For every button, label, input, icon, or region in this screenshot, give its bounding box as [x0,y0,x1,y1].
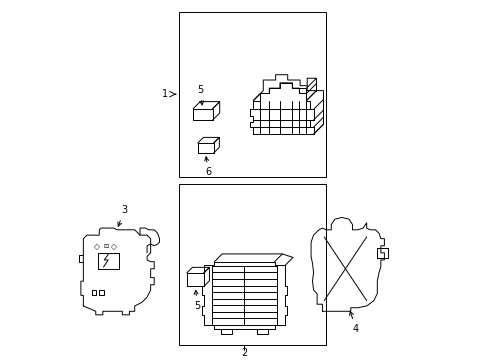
Text: ◇: ◇ [93,242,99,251]
Bar [179,184,325,345]
Text: ⊡: ⊡ [103,244,108,249]
Text: 5: 5 [194,290,200,311]
Text: 3: 3 [118,205,127,226]
Text: 4: 4 [349,311,358,334]
Text: 5: 5 [197,85,203,105]
Text: 1: 1 [162,89,168,99]
Text: ◇: ◇ [110,242,116,251]
Text: 2: 2 [241,348,247,358]
Bar [179,12,325,177]
Text: 6: 6 [204,157,211,177]
